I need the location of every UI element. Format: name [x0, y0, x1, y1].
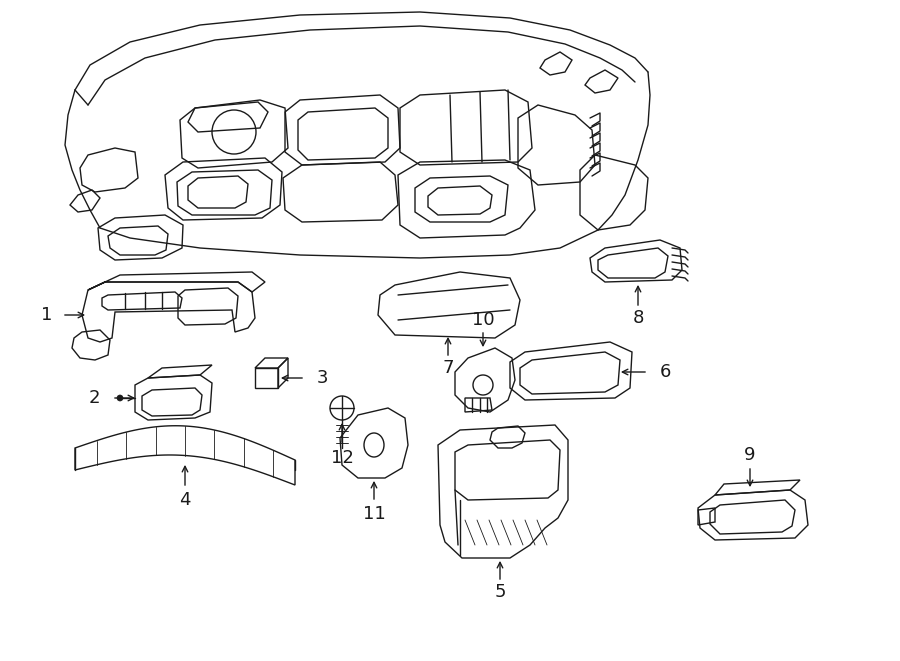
Text: 8: 8 — [633, 309, 643, 327]
Circle shape — [117, 395, 123, 401]
Text: 6: 6 — [660, 363, 671, 381]
Text: 5: 5 — [494, 583, 506, 601]
Text: 7: 7 — [442, 359, 454, 377]
Text: 2: 2 — [88, 389, 100, 407]
Text: 9: 9 — [744, 446, 756, 464]
Text: 11: 11 — [363, 505, 385, 523]
Text: 12: 12 — [330, 449, 354, 467]
Text: 4: 4 — [179, 491, 191, 509]
Text: 10: 10 — [472, 311, 494, 329]
Text: 3: 3 — [317, 369, 328, 387]
Text: 1: 1 — [40, 306, 52, 324]
